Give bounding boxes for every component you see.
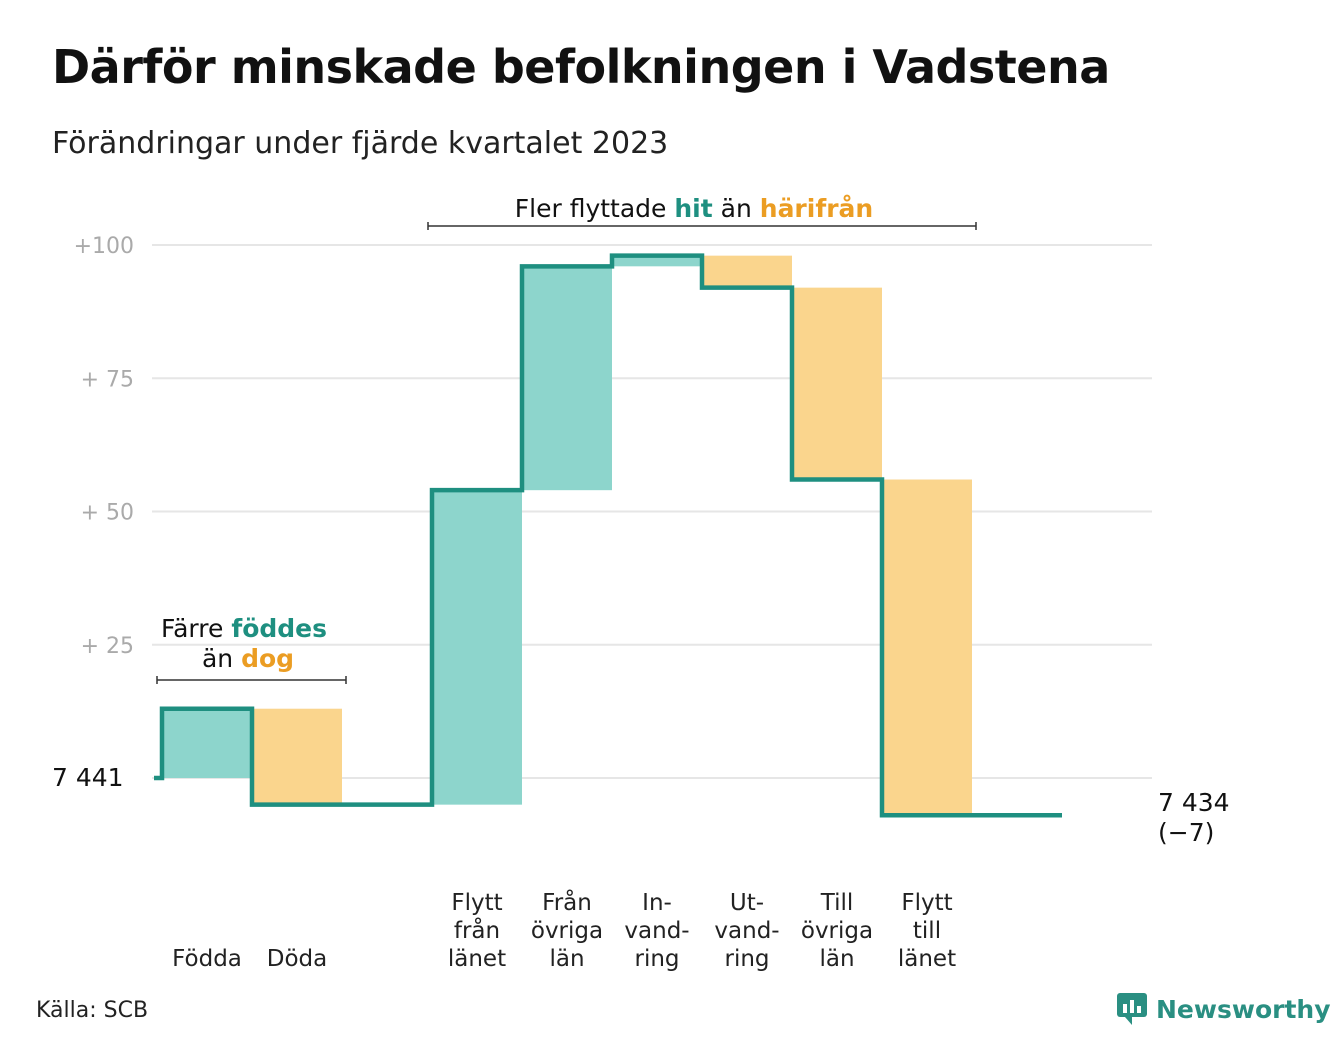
brand-name: Newsworthy	[1156, 994, 1331, 1024]
end-value-label: 7 434	[1158, 788, 1230, 817]
annotation-migration: Fler flyttade hit än härifrån	[515, 194, 873, 223]
end-change-label: (−7)	[1158, 818, 1214, 847]
y-tick-label: + 75	[81, 367, 134, 392]
chart-title: Därför minskade befolkningen i Vadstena	[52, 40, 1110, 94]
bar-8	[882, 479, 972, 816]
category-label: vand-	[714, 918, 779, 944]
brand-logo: Newsworthy	[1116, 992, 1331, 1026]
bar-6	[702, 255, 792, 288]
bar-5	[612, 255, 702, 267]
bar-4	[522, 266, 612, 491]
bar-7	[792, 287, 882, 480]
category-label: övriga	[801, 918, 873, 944]
category-label: Ut-	[730, 890, 764, 916]
bar-0	[162, 708, 252, 778]
annotation-births-bracket	[156, 676, 347, 684]
category-label: Födda	[172, 946, 242, 972]
y-tick-label: + 25	[81, 634, 134, 659]
population-step-line	[154, 253, 1062, 818]
category-label: Döda	[267, 946, 327, 972]
category-label: övriga	[531, 918, 603, 944]
category-label: länet	[448, 946, 506, 972]
annotation-births-line1: Färre föddes	[161, 614, 327, 643]
category-label: till	[913, 918, 941, 944]
category-label: Flytt	[451, 890, 502, 916]
category-label: Flytt	[901, 890, 952, 916]
category-label: Till	[820, 890, 854, 916]
category-label: från	[454, 916, 500, 944]
annotation-migration-bracket	[427, 222, 977, 230]
category-label: ring	[724, 946, 769, 972]
category-label: In-	[642, 890, 672, 916]
source-note: Källa: SCB	[36, 998, 149, 1023]
category-label: län	[819, 946, 854, 972]
category-label: vand-	[624, 918, 689, 944]
newsworthy-logo-icon	[1117, 993, 1147, 1025]
bar-1	[252, 708, 342, 805]
category-label: Från	[542, 888, 592, 916]
start-value-label: 7 441	[52, 763, 124, 792]
y-tick-label: + 50	[81, 501, 134, 526]
bar-3	[432, 490, 522, 805]
category-label: län	[549, 946, 584, 972]
chart-subtitle: Förändringar under fjärde kvartalet 2023	[52, 126, 669, 161]
category-label: länet	[898, 946, 956, 972]
y-tick-label: +100	[74, 234, 134, 259]
category-label: ring	[634, 946, 679, 972]
annotation-births-line2: än dog	[202, 644, 294, 673]
